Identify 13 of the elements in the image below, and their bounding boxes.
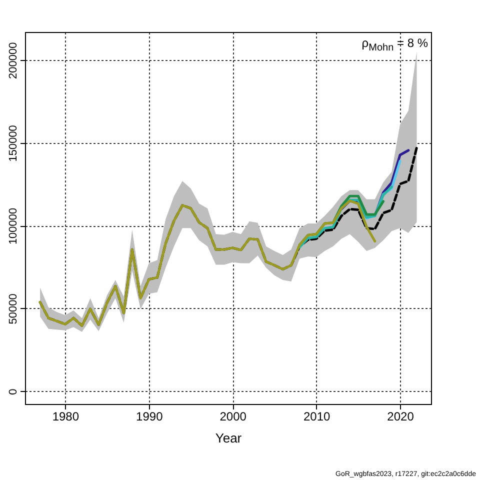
x-tick-label: 2000 — [220, 410, 247, 424]
x-axis-title: Year — [215, 430, 242, 446]
x-tick-label: 1990 — [136, 410, 164, 424]
line-series — [38, 200, 376, 327]
y-tick-label: 150000 — [8, 125, 20, 162]
y-tick-label: 100000 — [8, 208, 20, 245]
annotation: ρ$_{Mohn}$ = 8 % — [362, 36, 428, 54]
x-tick-label: 1980 — [52, 410, 80, 424]
x-tick-label: 2010 — [303, 410, 330, 424]
y-tick-label: 0 — [8, 388, 20, 395]
x-tick-label: 2020 — [387, 410, 414, 424]
y-tick-label: 50000 — [8, 294, 20, 324]
y-tick-label: 200000 — [8, 42, 20, 80]
